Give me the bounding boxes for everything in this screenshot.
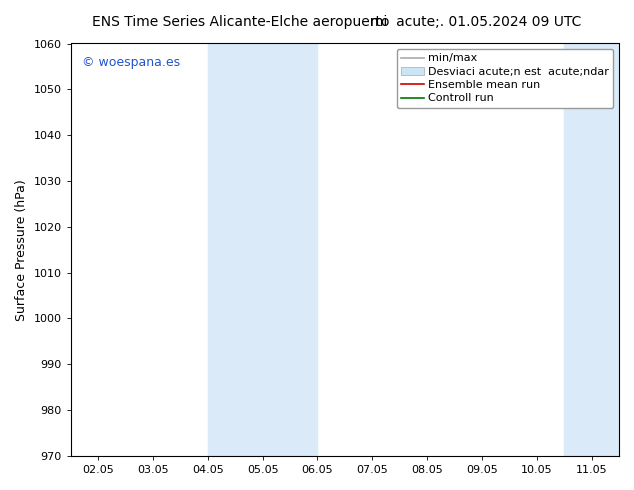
Text: © woespana.es: © woespana.es	[82, 56, 180, 69]
Y-axis label: Surface Pressure (hPa): Surface Pressure (hPa)	[15, 179, 28, 320]
Bar	[564, 44, 619, 456]
Legend: min/max, Desviaci acute;n est  acute;ndar, Ensemble mean run, Controll run: min/max, Desviaci acute;n est acute;ndar…	[397, 49, 614, 108]
Text: ENS Time Series Alicante-Elche aeropuerto: ENS Time Series Alicante-Elche aeropuert…	[92, 15, 390, 29]
Bar	[208, 44, 318, 456]
Text: mi  acute;. 01.05.2024 09 UTC: mi acute;. 01.05.2024 09 UTC	[370, 15, 581, 29]
